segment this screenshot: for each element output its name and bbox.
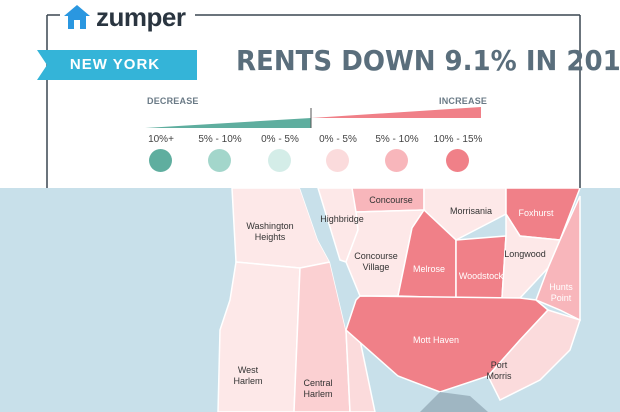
legend-range-6: 10% - 15% [433,134,483,145]
legend-swatch-5 [385,149,408,172]
city-label: NEW YORK [69,56,161,73]
legend-swatch-4 [326,149,349,172]
legend-range-2: 5% - 10% [198,134,242,145]
label-melrose: Melrose [413,264,445,274]
label-longwood: Longwood [504,249,546,259]
legend-range-3: 0% - 5% [261,134,299,145]
label-highbridge: Highbridge [320,214,364,224]
legend-range-4: 0% - 5% [319,134,357,145]
region-morrisania [423,188,507,241]
ribbon-banner [37,50,197,80]
region-hunts-point [535,195,581,322]
label-concourse-village-1: Concourse [354,251,398,261]
label-central-harlem-1: Central [303,378,332,388]
region-longwood [501,211,562,299]
label-port-morris-1: Port [491,360,508,370]
legend-swatch-2 [208,149,231,172]
label-mott-haven: Mott Haven [413,335,459,345]
region-port-morris [487,309,581,402]
label-west-harlem-1: West [238,365,259,375]
label-morrisania: Morrisania [450,206,492,216]
brand-logo[interactable]: zumper [62,1,186,32]
legend-decrease-label: DECREASE [147,96,199,106]
region-woodstock [455,235,507,299]
legend-swatch-6 [446,149,469,172]
legend-swatch-3 [268,149,291,172]
label-west-harlem-2: Harlem [233,376,262,386]
rent-map: Washington Heights Highbridge Concourse … [0,188,620,412]
brand-name: zumper [96,1,186,32]
house-icon [64,5,90,29]
label-concourse-village-2: Village [363,262,390,272]
label-concourse: Concourse [369,195,413,205]
label-washington-heights-2: Heights [255,232,286,242]
label-hunts-point-1: Hunts [549,282,573,292]
legend-gradient-bar [145,107,481,128]
label-woodstock: Woodstock [459,271,504,281]
label-central-harlem-2: Harlem [303,389,332,399]
page-title: RENTS DOWN 9.1% IN 2016 [236,44,620,77]
label-washington-heights-1: Washington [246,221,293,231]
legend-range-1: 10%+ [148,134,174,145]
legend-swatch-1 [149,149,172,172]
label-port-morris-2: Morris [487,371,512,381]
label-foxhurst: Foxhurst [518,208,554,218]
legend-range-5: 5% - 10% [375,134,419,145]
legend-increase-label: INCREASE [439,96,488,106]
label-hunts-point-2: Point [551,293,572,303]
